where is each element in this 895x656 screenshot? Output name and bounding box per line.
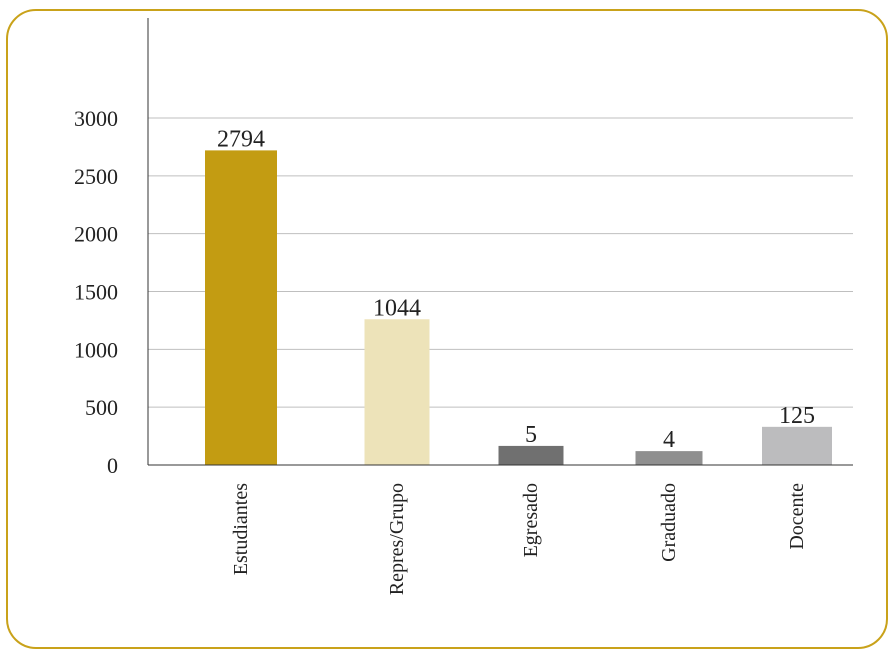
y-tick-label-2500: 2500 — [74, 164, 118, 189]
y-tick-label-0: 0 — [107, 453, 118, 478]
category-label-egresado: Egresado — [520, 483, 542, 557]
y-tick-label-2000: 2000 — [74, 222, 118, 247]
bar-docente — [762, 426, 832, 465]
chart-frame — [6, 9, 888, 649]
bar-egresado — [498, 445, 564, 465]
category-labels: Estudiantes Repres/Grupo Egresado Graduado D… — [230, 483, 808, 595]
category-label-graduado: Graduado — [658, 483, 680, 562]
category-label-estudiantes: Estudiantes — [230, 483, 252, 575]
bars — [205, 150, 832, 466]
category-label-repres-grupo: Repres/Grupo — [386, 483, 408, 595]
y-tick-label-1500: 1500 — [74, 280, 118, 305]
y-tick-label-500: 500 — [85, 395, 118, 420]
bar-repres-grupo — [364, 319, 430, 465]
data-label-estudiantes: 2794 — [217, 126, 265, 152]
data-label-graduado: 4 — [663, 427, 675, 453]
y-tick-label-1000: 1000 — [74, 337, 118, 362]
category-label-docente: Docente — [786, 483, 808, 550]
bar-graduado — [635, 451, 703, 465]
y-tick-label-3000: 3000 — [74, 106, 118, 131]
bar-estudiantes — [205, 150, 277, 466]
y-tick-labels: 0 500 1000 1500 2000 2500 3000 — [74, 106, 118, 478]
data-label-docente: 125 — [779, 403, 815, 429]
data-labels: 2794 1044 5 4 125 — [217, 126, 815, 453]
data-label-egresado: 5 — [525, 422, 537, 448]
data-label-repres-grupo: 1044 — [373, 295, 421, 321]
